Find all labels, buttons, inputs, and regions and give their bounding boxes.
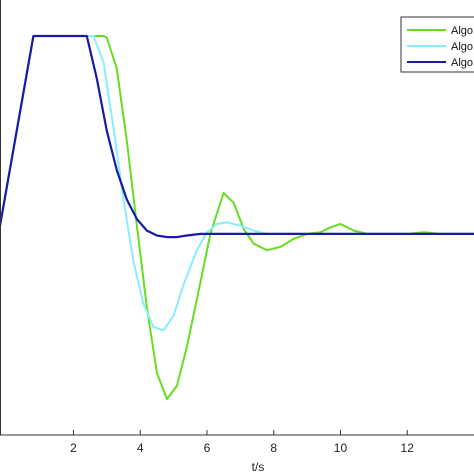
plot-area	[0, 0, 474, 435]
x-tick-label: 2	[70, 441, 77, 455]
legend-label: Algo	[451, 25, 473, 37]
x-tick-label: 10	[334, 441, 348, 455]
x-axis-label: t/s	[252, 460, 265, 474]
legend: Algo Algo Algo	[400, 16, 474, 73]
legend-label: Algo	[451, 57, 473, 69]
x-tick-label: 4	[137, 441, 144, 455]
x-tick-label: 8	[270, 441, 277, 455]
series-line-3	[0, 34, 474, 239]
series-layer	[0, 34, 474, 400]
x-tick-label: 12	[401, 441, 415, 455]
x-tick-label: 6	[204, 441, 211, 455]
legend-label: Algo	[451, 41, 473, 53]
axis-layer: 2 4 6 8 10 12	[0, 0, 474, 455]
